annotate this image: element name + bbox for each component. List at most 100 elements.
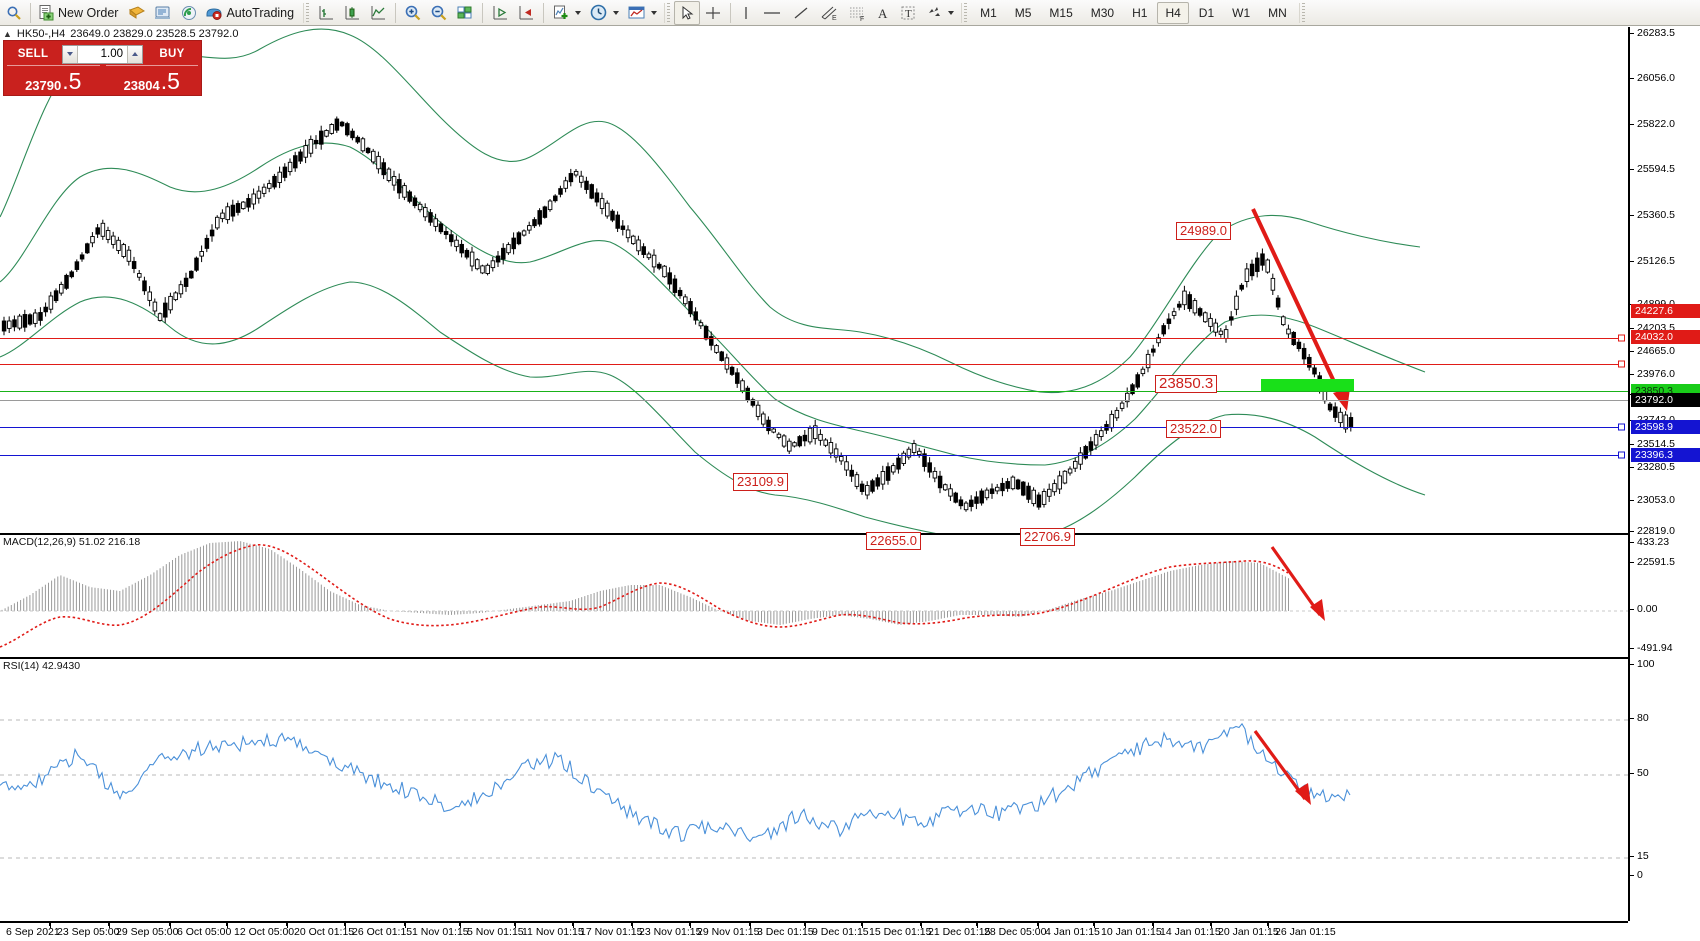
text-icon[interactable]: A	[871, 1, 895, 25]
timeframe-d1[interactable]: D1	[1198, 5, 1215, 20]
chevron-down-icon[interactable]	[613, 10, 620, 15]
timeframe-h1[interactable]: H1	[1132, 5, 1148, 20]
chart-expand-icon[interactable]: ▲	[3, 29, 12, 39]
macd-indicator-pane[interactable]: MACD(12,26,9) 51.02 216.18	[0, 533, 1628, 655]
support-line-23598[interactable]	[0, 427, 1620, 428]
annotation-23522[interactable]: 23522.0	[1166, 420, 1221, 438]
price-badge-resistance[interactable]: 24227.6	[1631, 304, 1700, 318]
metaeditor-icon[interactable]	[150, 1, 176, 25]
buy-button[interactable]: BUY	[159, 48, 185, 60]
volume-decrease-button[interactable]	[63, 45, 78, 63]
auto-scroll-icon[interactable]	[513, 1, 539, 25]
vertical-line-icon[interactable]	[735, 1, 757, 25]
price-badge-support[interactable]: 23396.3	[1631, 448, 1700, 462]
horizontal-line-icon[interactable]	[757, 1, 787, 25]
period-clock-icon[interactable]	[585, 1, 623, 25]
sell-price-fraction: .5	[62, 67, 82, 94]
candlestick-chart-icon[interactable]	[339, 1, 365, 25]
support-line-23850[interactable]	[0, 391, 1628, 392]
sell-price-main: 23790	[25, 78, 62, 93]
price-chart-pane[interactable]: 24989.0 23850.3 23522.0 23109.9 22655.0 …	[0, 27, 1628, 550]
volume-increase-button[interactable]	[127, 45, 142, 63]
time-scale-tick: 12 Oct 05:00	[226, 923, 295, 938]
sell-price[interactable]: 23790 .5	[7, 65, 100, 93]
timeframe-m15[interactable]: M15	[1049, 5, 1073, 20]
chevron-down-icon[interactable]	[575, 10, 582, 15]
chevron-down-icon[interactable]	[948, 10, 955, 15]
timeframe-m30[interactable]: M30	[1090, 5, 1115, 20]
chevron-down-icon[interactable]	[651, 10, 658, 15]
toolbar-grip[interactable]	[303, 2, 311, 23]
annotation-22655[interactable]: 22655.0	[866, 532, 921, 550]
search-icon[interactable]	[2, 1, 26, 25]
timeframe-m5[interactable]: M5	[1014, 5, 1032, 20]
time-scale-separator	[861, 921, 862, 926]
toolbar-grip[interactable]	[961, 2, 969, 23]
zoom-in-icon[interactable]	[400, 1, 426, 25]
toolbar-divider	[730, 2, 732, 23]
autotrading-button[interactable]: AutoTrading	[202, 1, 300, 25]
zoom-out-icon[interactable]	[426, 1, 452, 25]
timeframe-m1[interactable]: M1	[980, 5, 997, 20]
toolbar-divider	[30, 2, 31, 23]
price-scale-tick: 25594.5	[1630, 163, 1700, 175]
price-chart-graphics	[0, 28, 1426, 533]
rsi-indicator-pane[interactable]: RSI(14) 42.9430	[0, 657, 1628, 921]
text-label-icon[interactable]: T	[895, 1, 921, 25]
timeframe-w1[interactable]: W1	[1232, 5, 1251, 20]
annotation-24989[interactable]: 24989.0	[1176, 222, 1231, 240]
svg-text:T: T	[905, 8, 912, 20]
time-scale[interactable]: 6 Sep 2021 23 Sep 05:00 29 Sep 05:00 6 Oct …	[0, 921, 1628, 941]
line-chart-icon[interactable]	[365, 1, 391, 25]
price-scale[interactable]: 26283.5 26056.0 25822.0 25594.5 25360.5 25126…	[1628, 27, 1700, 921]
annotation-23850[interactable]: 23850.3	[1155, 375, 1218, 393]
time-scale-separator	[1037, 921, 1038, 926]
timeframe-h4[interactable]: H4	[1157, 1, 1189, 24]
time-scale-tick: 23 Sep 05:00	[49, 923, 120, 938]
crosshair-icon[interactable]	[700, 1, 726, 25]
terminal-icon[interactable]	[124, 1, 150, 25]
annotation-23109[interactable]: 23109.9	[733, 473, 788, 491]
chart-shift-icon[interactable]	[487, 1, 513, 25]
add-indicator-icon[interactable]	[548, 1, 585, 25]
time-scale-separator	[689, 921, 690, 926]
price-scale-tick: 23280.5	[1630, 461, 1700, 473]
svg-text:F: F	[860, 16, 864, 22]
templates-icon[interactable]	[623, 1, 661, 25]
new-order-button[interactable]: New Order	[35, 1, 124, 25]
resistance-handle-24032[interactable]	[1618, 360, 1625, 368]
cursor-icon[interactable]	[674, 0, 701, 25]
timeframe-mn[interactable]: MN	[1268, 5, 1287, 20]
time-scale-tick: 9 Dec 01:15	[805, 923, 869, 938]
annotation-22706[interactable]: 22706.9	[1020, 528, 1075, 546]
time-scale-tick: 21 Dec 01:15	[920, 923, 991, 938]
time-scale-tick: 20 Jan 01:15	[1211, 923, 1279, 938]
toolbar-grip[interactable]	[664, 2, 672, 23]
signals-icon[interactable]	[176, 1, 202, 25]
time-scale-tick: 5 Nov 01:15	[460, 923, 524, 938]
macd-label: MACD(12,26,9) 51.02 216.18	[2, 536, 142, 548]
volume-value[interactable]: 1.00	[100, 48, 123, 60]
resistance-line-24227[interactable]	[0, 338, 1620, 339]
equidistant-channel-icon[interactable]: E	[815, 1, 843, 25]
one-click-trading-panel[interactable]: SELL 1.00 BUY 23790 .5 23804 .5	[3, 40, 202, 96]
buy-price[interactable]: 23804 .5	[105, 65, 198, 93]
tile-windows-icon[interactable]	[452, 1, 478, 25]
chevron-up-icon	[132, 52, 138, 56]
resistance-line-24032[interactable]	[0, 364, 1620, 365]
fibonacci-icon[interactable]: F	[843, 1, 871, 25]
toolbar-grip[interactable]	[1298, 2, 1306, 23]
support-handle-23598[interactable]	[1618, 423, 1625, 431]
price-badge-resistance[interactable]: 24032.0	[1631, 330, 1700, 344]
sell-button[interactable]: SELL	[17, 48, 49, 60]
support-line-23396[interactable]	[0, 455, 1620, 456]
price-scale-tick: 80	[1630, 712, 1700, 724]
price-badge-support[interactable]: 23598.9	[1631, 420, 1700, 434]
resistance-handle-24227[interactable]	[1618, 334, 1625, 342]
volume-stepper[interactable]: 1.00	[62, 44, 143, 64]
support-handle-23396[interactable]	[1618, 451, 1625, 459]
price-badge-last-price[interactable]: 23792.0	[1631, 393, 1700, 407]
trendline-icon[interactable]	[787, 1, 815, 25]
bar-chart-icon[interactable]	[313, 1, 339, 25]
shapes-icon[interactable]	[921, 1, 958, 25]
